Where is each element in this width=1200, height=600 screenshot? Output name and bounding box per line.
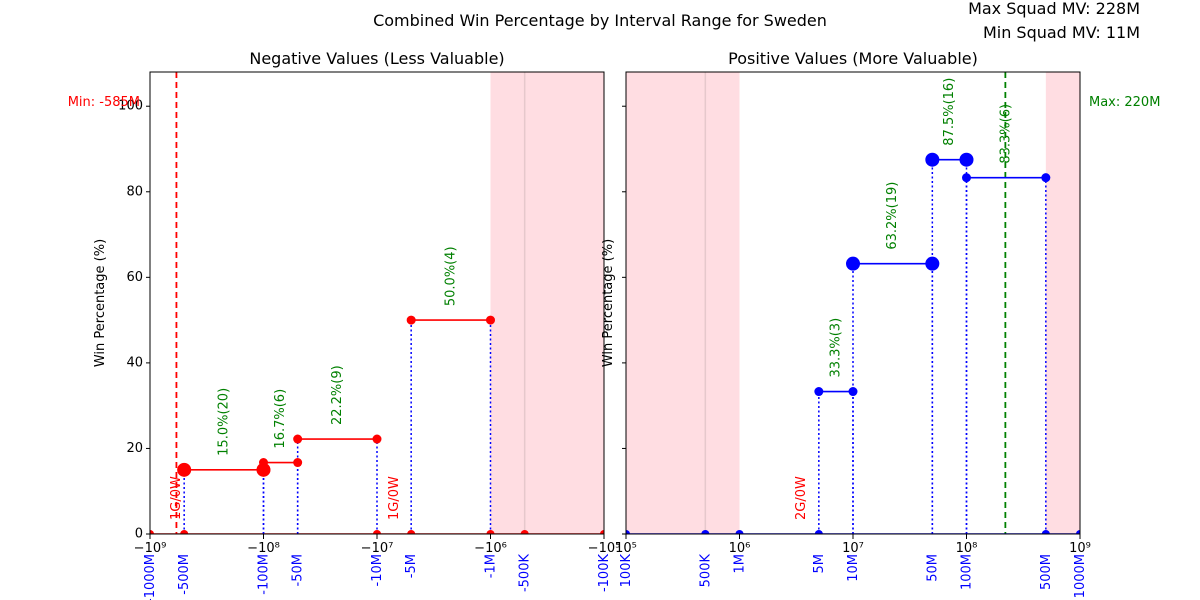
zero-marker xyxy=(150,530,154,534)
x-major-tick-label: 10⁶ xyxy=(729,541,751,556)
max-squad-mv: Max Squad MV: 228M xyxy=(968,0,1140,18)
x-interval-tick-label: 10M xyxy=(846,554,861,582)
zero-marker xyxy=(407,530,416,534)
x-interval-tick-label: -500K xyxy=(518,554,533,593)
x-interval-tick-label: -5M xyxy=(404,554,419,578)
x-interval-tick-label: -100K xyxy=(597,554,612,593)
x-major-tick-label: 10⁵ xyxy=(615,541,637,556)
zero-marker xyxy=(735,530,744,534)
segment-start-marker xyxy=(846,256,860,271)
y-tick-label: 60 xyxy=(126,270,143,285)
x-interval-tick-label: 5M xyxy=(812,554,827,574)
y-tick-label: 40 xyxy=(126,355,143,370)
y-tick-label: 0 xyxy=(135,527,143,542)
zero-win-note: 1G/0W xyxy=(169,476,184,520)
x-interval-tick-label: 50M xyxy=(925,554,940,582)
y-tick-label: 100 xyxy=(118,99,143,114)
segment-start-marker xyxy=(962,173,971,183)
segment-label: 87.5%(16) xyxy=(942,78,957,146)
zero-marker xyxy=(180,530,189,534)
segment-start-marker xyxy=(177,462,192,477)
segment-start-marker xyxy=(406,315,416,325)
max-value-label: Max: 220M xyxy=(1089,95,1160,110)
x-major-tick-label: 10⁷ xyxy=(842,541,864,556)
left-panel: 15.0%(20) 16.7%(6) 22.2%(9) 50.0%(4) 1G/0W 1G… xyxy=(68,49,621,600)
segment-label: 22.2%(9) xyxy=(330,365,345,425)
figure-title: Combined Win Percentage by Interval Rang… xyxy=(373,11,827,30)
segment-end-marker xyxy=(1041,173,1051,183)
segment-end-marker xyxy=(293,458,303,468)
segment-end-marker xyxy=(925,256,940,271)
zero-marker xyxy=(701,530,710,534)
x-interval-tick-label: -1000M xyxy=(143,554,158,600)
x-interval-tick-label: -500M xyxy=(177,554,192,595)
y-axis-label: Win Percentage (%) xyxy=(93,239,108,367)
segment-label: 16.7%(6) xyxy=(273,389,288,449)
panel-title: Positive Values (More Valuable) xyxy=(728,49,978,68)
segment-end-marker xyxy=(848,387,858,397)
x-interval-tick-label: 1M xyxy=(733,554,748,574)
zero-marker xyxy=(600,530,604,534)
x-interval-tick-label: -100M xyxy=(257,554,272,595)
panel-title: Negative Values (Less Valuable) xyxy=(249,49,504,68)
x-major-tick-label: 10⁸ xyxy=(956,541,978,556)
x-interval-tick-label: 1000M xyxy=(1073,554,1088,598)
zero-win-note: 1G/0W xyxy=(387,476,402,520)
y-tick-label: 80 xyxy=(126,184,143,199)
segment-start-marker xyxy=(925,152,940,167)
zero-marker xyxy=(1041,530,1050,534)
min-value-label: Min: -585M xyxy=(68,95,140,110)
x-interval-tick-label: -1M xyxy=(484,554,499,578)
segment-start-marker xyxy=(259,458,268,468)
y-axis-label: Win Percentage (%) xyxy=(601,239,616,367)
zero-win-note: 2G/0W xyxy=(794,476,809,520)
plot-area: 15.0%(20) 16.7%(6) 22.2%(9) 50.0%(4) 1G/0W 1G… xyxy=(150,72,604,534)
x-interval-tick-label: -10M xyxy=(370,554,385,586)
y-tick-label: 20 xyxy=(126,441,143,456)
segment-label: 50.0%(4) xyxy=(443,246,458,306)
zero-marker xyxy=(373,530,381,534)
x-interval-tick-label: 100K xyxy=(619,554,634,588)
x-interval-tick-label: 100M xyxy=(960,554,975,590)
shaded-band xyxy=(490,72,604,534)
x-major-tick-label: −10⁷ xyxy=(361,541,394,556)
segment-start-marker xyxy=(814,387,824,397)
min-squad-mv: Min Squad MV: 11M xyxy=(983,23,1140,42)
segment-start-marker xyxy=(293,434,303,444)
right-panel: 33.3%(3) 63.2%(19) 87.5%(16) 83.3%(6) 2G/0W W… xyxy=(601,49,1160,598)
zero-marker xyxy=(486,530,495,534)
segment-label: 63.2%(19) xyxy=(885,182,900,250)
x-major-tick-label: −10⁹ xyxy=(134,541,167,556)
plot-area: 33.3%(3) 63.2%(19) 87.5%(16) 83.3%(6) 2G/0W xyxy=(626,72,1080,534)
segment-label: 15.0%(20) xyxy=(216,388,231,456)
segment-label: 83.3%(6) xyxy=(999,104,1014,164)
zero-marker xyxy=(520,530,529,534)
segment-end-marker xyxy=(486,315,495,325)
segment-end-marker xyxy=(372,434,382,444)
shaded-band xyxy=(626,72,740,534)
x-major-tick-label: −10⁵ xyxy=(588,541,621,556)
x-interval-tick-label: -50M xyxy=(291,554,306,586)
segment-label: 33.3%(3) xyxy=(828,318,843,378)
segment-end-marker xyxy=(959,152,974,167)
segment-end-marker xyxy=(256,462,271,477)
x-major-tick-label: −10⁶ xyxy=(474,541,507,556)
zero-marker xyxy=(626,530,630,534)
x-major-tick-label: −10⁸ xyxy=(247,541,280,556)
x-interval-tick-label: 500M xyxy=(1039,554,1054,590)
shaded-band xyxy=(1045,72,1080,534)
x-interval-tick-label: 500K xyxy=(698,554,713,588)
zero-marker xyxy=(1076,530,1080,534)
x-major-tick-label: 10⁹ xyxy=(1069,541,1091,556)
zero-marker xyxy=(814,530,823,534)
